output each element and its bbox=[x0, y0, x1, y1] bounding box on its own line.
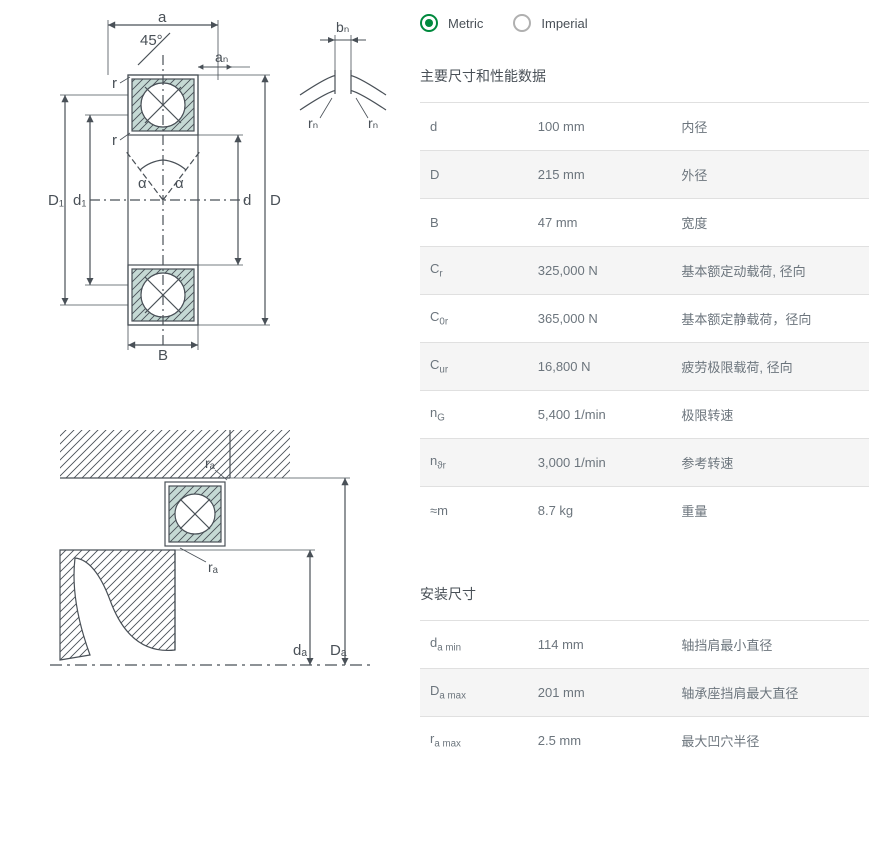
spec-table-mounting: da min114 mm轴挡肩最小直径Da max201 mm轴承座挡肩最大直径… bbox=[420, 620, 869, 764]
spec-table-main: d100 mm内径D215 mm外径B47 mm宽度Cr325,000 N基本额… bbox=[420, 102, 869, 534]
label-da: dₐ bbox=[293, 642, 307, 659]
radio-imperial-label: Imperial bbox=[541, 16, 587, 31]
radio-metric-label: Metric bbox=[448, 16, 483, 31]
spec-desc: 参考转速 bbox=[671, 439, 869, 487]
spec-desc: 基本额定静载荷，径向 bbox=[671, 295, 869, 343]
spec-value: 5,400 1/min bbox=[528, 391, 672, 439]
spec-row: ra max2.5 mm最大凹穴半径 bbox=[420, 717, 869, 765]
label-r-lower: r bbox=[112, 132, 117, 149]
spec-param: da min bbox=[420, 621, 528, 669]
spec-row: Cur16,800 N疲劳极限载荷, 径向 bbox=[420, 343, 869, 391]
spec-row: nG5,400 1/min极限转速 bbox=[420, 391, 869, 439]
spec-param: ra max bbox=[420, 717, 528, 765]
spec-row: D215 mm外径 bbox=[420, 151, 869, 199]
label-d: d bbox=[243, 192, 251, 209]
spec-desc: 内径 bbox=[671, 103, 869, 151]
label-Da: Dₐ bbox=[330, 642, 347, 659]
radio-imperial-indicator bbox=[513, 14, 531, 32]
spec-param: C0r bbox=[420, 295, 528, 343]
radio-metric[interactable]: Metric bbox=[420, 14, 483, 32]
label-alpha-right: α bbox=[175, 175, 184, 192]
spec-row: Cr325,000 N基本额定动载荷, 径向 bbox=[420, 247, 869, 295]
spec-row: nϑr3,000 1/min参考转速 bbox=[420, 439, 869, 487]
spec-desc: 轴挡肩最小直径 bbox=[671, 621, 869, 669]
spec-row: B47 mm宽度 bbox=[420, 199, 869, 247]
radio-metric-indicator bbox=[420, 14, 438, 32]
spec-row: ≈m8.7 kg重量 bbox=[420, 487, 869, 535]
section-title-main: 主要尺寸和性能数据 bbox=[420, 66, 869, 92]
spec-value: 365,000 N bbox=[528, 295, 672, 343]
label-rn-right: rₙ bbox=[368, 115, 378, 131]
label-an: aₙ bbox=[215, 49, 228, 65]
spec-param: d bbox=[420, 103, 528, 151]
label-ra-lower: rₐ bbox=[208, 559, 219, 575]
spec-desc: 疲劳极限载荷, 径向 bbox=[671, 343, 869, 391]
label-D: D bbox=[270, 192, 281, 209]
spec-desc: 基本额定动载荷, 径向 bbox=[671, 247, 869, 295]
spec-value: 325,000 N bbox=[528, 247, 672, 295]
spec-row: da min114 mm轴挡肩最小直径 bbox=[420, 621, 869, 669]
spec-desc: 宽度 bbox=[671, 199, 869, 247]
spec-param: nϑr bbox=[420, 439, 528, 487]
spec-value: 100 mm bbox=[528, 103, 672, 151]
label-D1: D₁ bbox=[48, 192, 64, 209]
spec-param: nG bbox=[420, 391, 528, 439]
spec-param: B bbox=[420, 199, 528, 247]
spec-desc: 轴承座挡肩最大直径 bbox=[671, 669, 869, 717]
label-d1: d₁ bbox=[73, 192, 86, 209]
label-r-upper: r bbox=[112, 75, 117, 92]
spec-value: 201 mm bbox=[528, 669, 672, 717]
spec-desc: 外径 bbox=[671, 151, 869, 199]
label-bn: bₙ bbox=[336, 19, 349, 35]
label-45deg: 45° bbox=[140, 32, 163, 49]
label-B: B bbox=[158, 347, 168, 360]
spec-param: Da max bbox=[420, 669, 528, 717]
label-rn-left: rₙ bbox=[308, 115, 318, 131]
bearing-mounting-diagram: rₐ rₐ Dₐ dₐ bbox=[20, 420, 400, 700]
unit-selector: Metric Imperial bbox=[420, 10, 869, 36]
label-ra-upper: rₐ bbox=[205, 455, 216, 471]
spec-value: 215 mm bbox=[528, 151, 672, 199]
bearing-cross-section-diagram: α α 45° a aₙ r bbox=[20, 10, 400, 360]
radio-imperial[interactable]: Imperial bbox=[513, 14, 587, 32]
spec-value: 8.7 kg bbox=[528, 487, 672, 535]
spec-value: 2.5 mm bbox=[528, 717, 672, 765]
spec-param: Cur bbox=[420, 343, 528, 391]
spec-value: 114 mm bbox=[528, 621, 672, 669]
spec-desc: 极限转速 bbox=[671, 391, 869, 439]
label-a: a bbox=[158, 10, 167, 26]
spec-row: C0r365,000 N基本额定静载荷，径向 bbox=[420, 295, 869, 343]
spec-value: 47 mm bbox=[528, 199, 672, 247]
spec-row: Da max201 mm轴承座挡肩最大直径 bbox=[420, 669, 869, 717]
spec-param: ≈m bbox=[420, 487, 528, 535]
spec-row: d100 mm内径 bbox=[420, 103, 869, 151]
spec-desc: 最大凹穴半径 bbox=[671, 717, 869, 765]
spec-value: 16,800 N bbox=[528, 343, 672, 391]
spec-param: Cr bbox=[420, 247, 528, 295]
spec-desc: 重量 bbox=[671, 487, 869, 535]
section-title-mounting: 安装尺寸 bbox=[420, 584, 869, 610]
spec-param: D bbox=[420, 151, 528, 199]
spec-value: 3,000 1/min bbox=[528, 439, 672, 487]
label-alpha-left: α bbox=[138, 175, 147, 192]
